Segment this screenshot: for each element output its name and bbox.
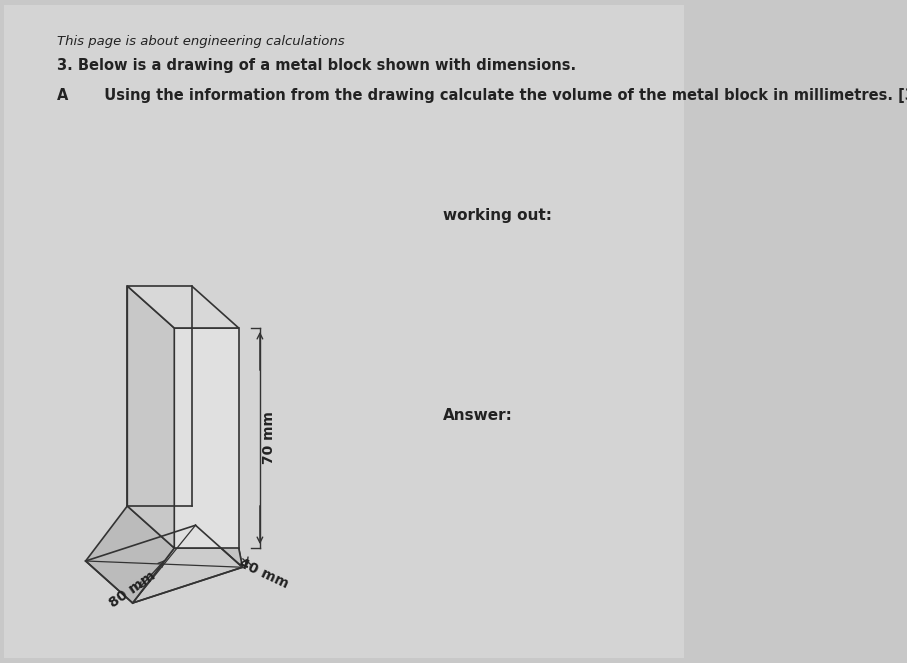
Text: 40 mm: 40 mm xyxy=(237,556,290,591)
Text: 3. Below is a drawing of a metal block shown with dimensions.: 3. Below is a drawing of a metal block s… xyxy=(57,58,576,73)
Text: Answer:: Answer: xyxy=(444,408,513,423)
Polygon shape xyxy=(191,506,242,568)
Polygon shape xyxy=(127,286,174,548)
Text: This page is about engineering calculations: This page is about engineering calculati… xyxy=(57,35,345,48)
Text: 70 mm: 70 mm xyxy=(262,412,276,465)
FancyBboxPatch shape xyxy=(4,5,684,658)
Polygon shape xyxy=(132,548,242,603)
Text: 80 mm: 80 mm xyxy=(107,569,159,611)
Text: A       Using the information from the drawing calculate the volume of the metal: A Using the information from the drawing… xyxy=(57,88,907,103)
Polygon shape xyxy=(174,328,239,548)
Polygon shape xyxy=(127,286,239,328)
Text: working out:: working out: xyxy=(444,208,552,223)
Polygon shape xyxy=(85,506,174,603)
